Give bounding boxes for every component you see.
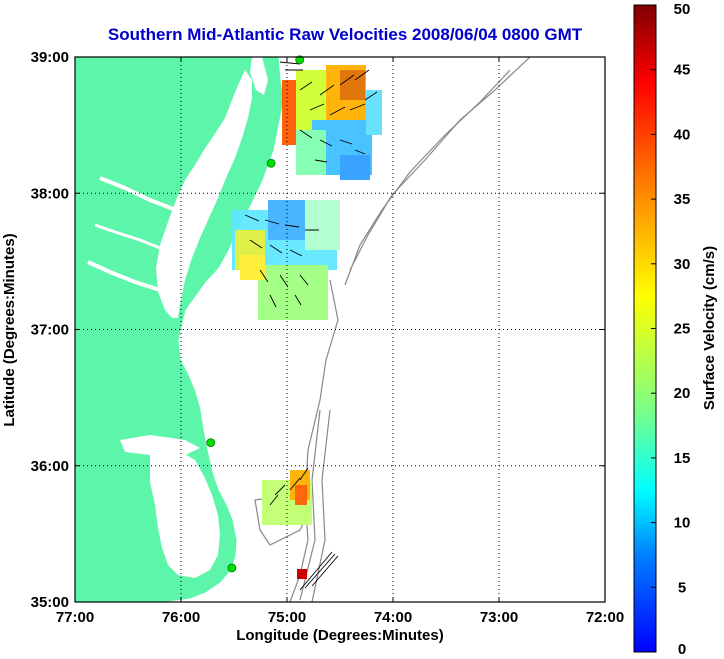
colorbar-tick-label: 50: [674, 1, 691, 18]
radar-station-marker: [266, 158, 276, 168]
velocity-arrows: [244, 61, 378, 591]
colorbar-tick-label: 35: [674, 191, 691, 208]
colorbar-tick-label: 20: [674, 385, 691, 402]
radar-station-marker: [227, 563, 237, 573]
velocity-field-mid: [232, 200, 340, 320]
rappahannock-river: [94, 223, 166, 252]
reference-velocity-cell: [297, 569, 307, 579]
x-tick-label: 73:00: [480, 609, 518, 626]
colorbar-tick-label: 15: [674, 450, 691, 467]
colorbar-tick-label: 40: [674, 126, 691, 143]
x-axis-label: Longitude (Degrees:Minutes): [236, 627, 444, 644]
x-axis-ticks: 77:00 76:00 75:00 74:00 73:00 72:00: [56, 57, 624, 626]
potomac-river: [99, 176, 177, 212]
y-tick-label: 37:00: [31, 322, 69, 339]
colorbar-tick-label: 10: [674, 515, 691, 532]
x-tick-label: 75:00: [268, 609, 306, 626]
bathymetry-contours: [254, 57, 531, 602]
gridlines: [75, 57, 605, 602]
y-axis-ticks: 39:00 38:00 37:00 36:00 35:00: [31, 49, 605, 611]
x-tick-label: 77:00: [56, 609, 94, 626]
albemarle-sound: [120, 435, 200, 455]
y-tick-label: 36:00: [31, 458, 69, 475]
york-james-river: [87, 260, 161, 292]
y-axis-label: Latitude (Degrees:Minutes): [1, 233, 18, 426]
x-tick-label: 76:00: [162, 609, 200, 626]
delaware-bay: [250, 57, 268, 95]
x-tick-label: 72:00: [586, 609, 624, 626]
radar-stations: [206, 55, 305, 573]
colorbar-tick-label: 25: [674, 321, 691, 338]
colorbar-tick-label: 30: [674, 256, 691, 273]
colorbar-tick-label: 45: [674, 62, 691, 79]
chesapeake-bay: [156, 70, 252, 318]
y-tick-label: 38:00: [31, 185, 69, 202]
pamlico-sound: [150, 448, 220, 578]
colorbar-tick-label: 5: [678, 579, 686, 596]
velocity-field-north: [282, 65, 382, 180]
x-tick-label: 74:00: [374, 609, 412, 626]
radar-station-marker: [206, 438, 216, 447]
colorbar-tick-label: 0: [678, 641, 686, 658]
velocity-field-south: [262, 470, 312, 525]
y-tick-label: 39:00: [31, 49, 69, 66]
y-tick-label: 35:00: [31, 594, 69, 611]
radar-station-marker: [295, 55, 305, 65]
map-title: Southern Mid-Atlantic Raw Velocities 200…: [108, 25, 583, 44]
colorbar-label: Surface Velocity (cm/s): [701, 246, 718, 410]
